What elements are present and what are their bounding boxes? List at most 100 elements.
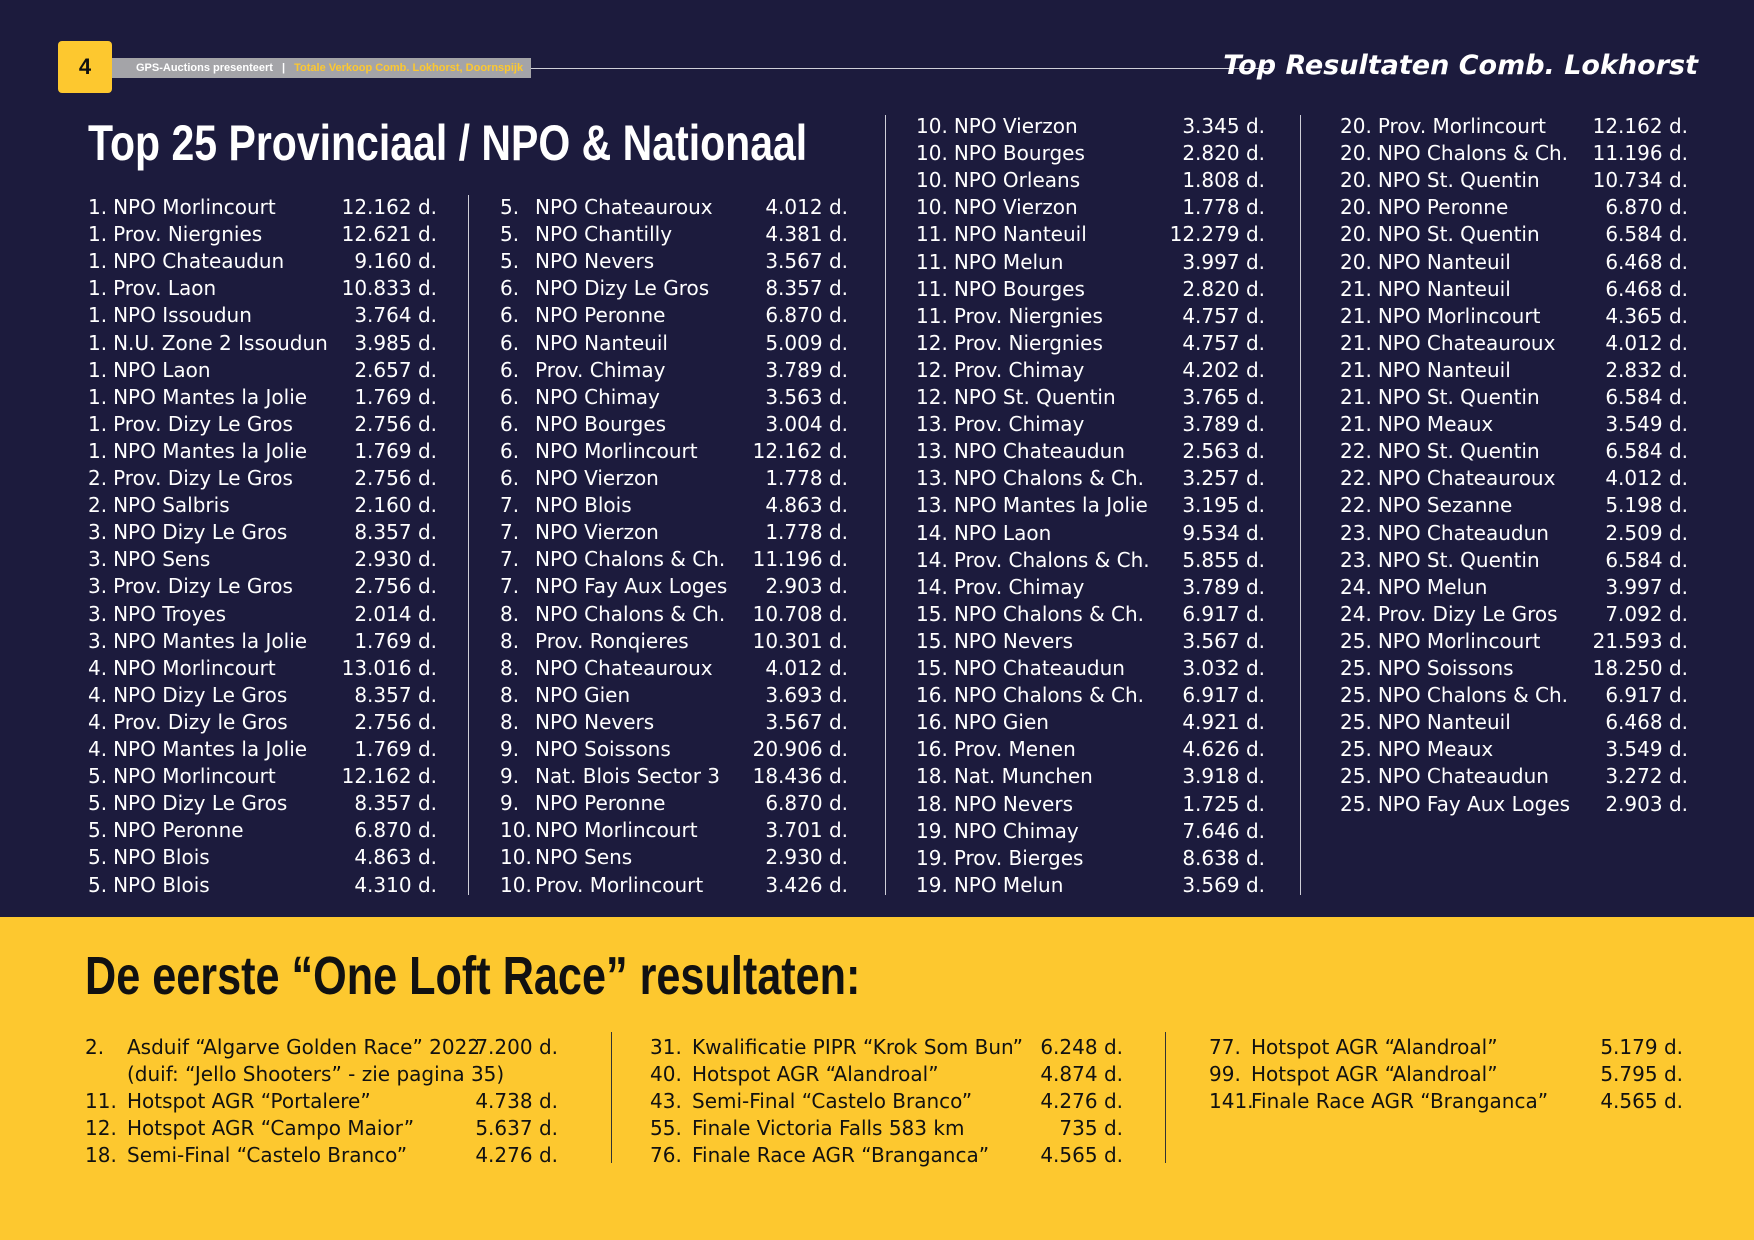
distance: 6.870 d.	[354, 818, 437, 843]
distance: 6.468 d.	[1605, 249, 1688, 274]
distance: 1.778 d.	[765, 520, 848, 545]
loft: NPO Morlincourt	[535, 438, 698, 463]
rank: 4.	[88, 709, 108, 734]
rank: 10.	[916, 195, 948, 220]
result-row: 22. NPO Chateauroux 4.012 d.	[1340, 465, 1688, 492]
race-note: (duif: “Jello Shooters” - zie pagina 35)	[85, 1061, 558, 1088]
loft: NPO Gien	[535, 682, 631, 707]
distance: 735 d.	[1059, 1116, 1123, 1140]
rank: 77.	[1209, 1035, 1241, 1059]
distance: 3.032 d.	[1182, 656, 1265, 680]
distance: 8.357 d.	[354, 682, 437, 707]
rank: 5.	[500, 222, 520, 247]
loft: NPO Chalons & Ch.	[535, 547, 726, 572]
loft: NPO Chateauroux	[1377, 330, 1556, 355]
distance: 2.509 d.	[1605, 520, 1688, 545]
loft: NPO Meaux	[1377, 737, 1494, 762]
distance: 3.997 d.	[1605, 574, 1688, 599]
loft: NPO Blois	[535, 493, 632, 518]
result-row: 4. NPO Dizy Le Gros 8.357 d.	[88, 682, 437, 709]
result-row: 14. Prov. Chimay 3.789 d.	[916, 574, 1265, 601]
rank: 6.	[500, 357, 520, 382]
race: Hotspot AGR “Alandroal”	[1251, 1035, 1498, 1059]
result-row: 15. NPO Nevers 3.567 d.	[916, 628, 1265, 655]
loft: NPO Morlincourt	[113, 655, 276, 680]
result-row: 9. NPO Peronne 6.870 d.	[500, 790, 848, 817]
result-row: 1. Prov. Dizy Le Gros 2.756 d.	[88, 411, 437, 438]
rank: 141.	[1209, 1089, 1254, 1113]
rank: 11.	[85, 1089, 117, 1113]
result-row: 3. NPO Troyes 2.014 d.	[88, 601, 437, 628]
rank: 99.	[1209, 1062, 1241, 1086]
result-row: 1. Prov. Laon 10.833 d.	[88, 275, 437, 302]
loft: NPO Chantilly	[535, 222, 673, 247]
rank: 3.	[88, 628, 108, 653]
distance: 8.357 d.	[354, 520, 437, 545]
result-row: 25. NPO Morlincourt 21.593 d.	[1340, 628, 1688, 655]
rank: 8.	[500, 628, 520, 653]
loft: NPO Melun	[953, 872, 1064, 897]
rank: 14.	[916, 547, 948, 572]
result-row: 20. NPO Chalons & Ch. 11.196 d.	[1340, 140, 1688, 167]
rank: 7.	[500, 493, 520, 518]
loft: NPO Nanteuil	[1377, 249, 1511, 274]
result-row: 11. Prov. Niergnies 4.757 d.	[916, 303, 1265, 330]
result-row: 25. NPO Nanteuil 6.468 d.	[1340, 709, 1688, 736]
distance: 6.870 d.	[765, 791, 848, 816]
loft: NPO Bourges	[953, 276, 1085, 301]
loft: NPO Chateauroux	[535, 195, 713, 219]
rank: 19.	[916, 818, 948, 843]
distance: 3.985 d.	[354, 330, 437, 355]
loft: Prov. Morlincourt	[535, 872, 704, 897]
rank: 4.	[88, 682, 108, 707]
rank: 1.	[88, 438, 108, 463]
rank: 20.	[1340, 195, 1372, 220]
loft: NPO Issoudun	[113, 303, 252, 328]
rank: 5.	[500, 249, 520, 274]
result-row: 11. NPO Nanteuil 12.279 d.	[916, 221, 1265, 248]
result-row: 20. Prov. Morlincourt 12.162 d.	[1340, 113, 1688, 140]
distance: 9.534 d.	[1182, 520, 1265, 545]
distance: 4.012 d.	[1605, 330, 1688, 355]
loft: NPO Morlincourt	[113, 764, 276, 789]
distance: 10.301 d.	[752, 628, 848, 653]
distance: 5.855 d.	[1182, 547, 1265, 572]
loft: NPO Nanteuil	[1377, 276, 1511, 301]
loft: NPO Nanteuil	[1377, 357, 1511, 382]
result-row: 24. Prov. Dizy Le Gros 7.092 d.	[1340, 601, 1688, 628]
loft: NPO Nanteuil	[1377, 710, 1511, 735]
result-row: 5. NPO Chantilly 4.381 d.	[500, 221, 848, 248]
distance: 3.567 d.	[765, 249, 848, 274]
rank: 2.	[88, 493, 108, 518]
result-row: 16. NPO Gien 4.921 d.	[916, 709, 1265, 736]
result-row: 8. NPO Gien 3.693 d.	[500, 682, 848, 709]
divider	[1165, 1032, 1166, 1163]
result-row: 1. NPO Mantes la Jolie 1.769 d.	[88, 438, 437, 465]
rank: 12.	[916, 330, 948, 355]
rank: 23.	[1340, 520, 1372, 545]
race: Hotspot AGR “Alandroal”	[1251, 1062, 1498, 1086]
result-row: 1. NPO Mantes la Jolie 1.769 d.	[88, 384, 437, 411]
rank: 1.	[88, 303, 108, 328]
race: Asduif “Algarve Golden Race” 2022	[127, 1035, 481, 1059]
result-row: 23. NPO St. Quentin 6.584 d.	[1340, 547, 1688, 574]
rank: 16.	[916, 710, 948, 735]
rank: 43.	[650, 1089, 682, 1113]
distance: 1.769 d.	[354, 737, 437, 761]
loft: NPO Blois	[113, 872, 210, 897]
distance: 4.863 d.	[765, 493, 848, 518]
loft: Nat. Munchen	[953, 764, 1093, 789]
result-row: 21. NPO Morlincourt 4.365 d.	[1340, 303, 1688, 330]
rank: 1.	[88, 195, 108, 219]
distance: 6.248 d.	[1040, 1035, 1123, 1059]
loft: Prov. Laon	[113, 276, 217, 301]
distance: 6.584 d.	[1605, 547, 1688, 572]
distance: 3.257 d.	[1182, 466, 1265, 491]
rank: 23.	[1340, 547, 1372, 572]
rank: 1.	[88, 411, 108, 436]
loft: Prov. Niergnies	[953, 330, 1103, 355]
rank: 25.	[1340, 628, 1372, 653]
rank: 10.	[916, 114, 948, 138]
result-row: 19. NPO Chimay 7.646 d.	[916, 818, 1265, 845]
result-row: 3. NPO Mantes la Jolie 1.769 d.	[88, 628, 437, 655]
